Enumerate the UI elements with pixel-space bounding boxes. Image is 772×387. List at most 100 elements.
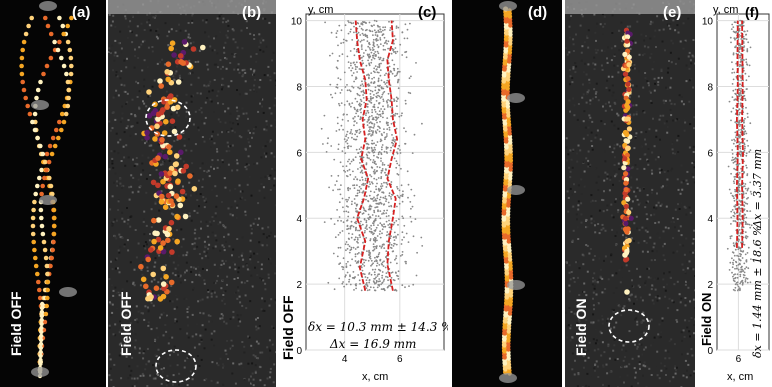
- f-xlabel: x, cm: [727, 371, 754, 383]
- scatter-point: [351, 136, 353, 139]
- scatter-point: [356, 66, 359, 68]
- scatter-point: [738, 113, 741, 116]
- scatter-point: [387, 279, 389, 282]
- scatter-point: [734, 98, 737, 101]
- scatter-point: [360, 27, 363, 30]
- bubble: [628, 215, 634, 221]
- scatter-point: [347, 61, 350, 63]
- scatter-point: [363, 52, 365, 54]
- scatter-point: [743, 94, 746, 97]
- scatter-point: [345, 210, 348, 213]
- scatter-point: [371, 47, 374, 49]
- scatter-point: [742, 250, 744, 253]
- bubble: [50, 135, 56, 141]
- scatter-point: [734, 286, 737, 289]
- scatter-point: [387, 164, 390, 167]
- bubble: [178, 149, 184, 156]
- scatter-point: [330, 145, 333, 147]
- scatter-point: [360, 187, 362, 190]
- bubble: [31, 207, 36, 213]
- scatter-point: [353, 54, 356, 57]
- scatter-point: [377, 79, 380, 81]
- scatter-point: [380, 176, 383, 178]
- scatter-point: [360, 44, 363, 46]
- scatter-point: [374, 51, 377, 53]
- scatter-point: [373, 162, 376, 165]
- scatter-point: [367, 54, 369, 57]
- scatter-point: [346, 200, 348, 203]
- scatter-point: [372, 286, 375, 289]
- scatter-point: [376, 117, 378, 120]
- scatter-point: [403, 236, 405, 239]
- scatter-point: [347, 147, 349, 150]
- scatter-point: [343, 104, 346, 106]
- scatter-point: [365, 237, 368, 239]
- scatter-point: [380, 177, 382, 180]
- scatter-point: [376, 275, 379, 277]
- scatter-point: [374, 289, 377, 292]
- scatter-point: [742, 274, 745, 276]
- bubble: [173, 161, 179, 167]
- scatter-point: [405, 130, 407, 133]
- scatter-point: [390, 115, 392, 118]
- scatter-point: [746, 281, 749, 284]
- scatter-point: [401, 253, 404, 256]
- bubble: [34, 95, 39, 101]
- scatter-point: [370, 61, 373, 64]
- scatter-point: [733, 167, 735, 170]
- scatter-point: [384, 136, 386, 139]
- bubble: [183, 163, 189, 170]
- bubble: [38, 361, 43, 367]
- scatter-point: [378, 166, 381, 169]
- bubble: [20, 79, 26, 85]
- scatter-point: [420, 236, 423, 239]
- scatter-point: [359, 236, 361, 239]
- scatter-point: [383, 131, 385, 134]
- scatter-point: [328, 186, 330, 189]
- scatter-point: [374, 111, 377, 113]
- scatter-point: [371, 77, 373, 80]
- scatter-point: [377, 94, 379, 97]
- bubble: [65, 39, 71, 45]
- scatter-point: [372, 49, 374, 51]
- scatter-point: [343, 138, 346, 141]
- scatter-point: [392, 139, 395, 142]
- scatter-point: [361, 59, 364, 62]
- scatter-point: [355, 203, 358, 206]
- bubble: [621, 200, 627, 206]
- scatter-point: [380, 62, 382, 65]
- scatter-point: [330, 31, 333, 34]
- scatter-point: [320, 127, 323, 130]
- scatter-point: [369, 128, 371, 131]
- scatter-point: [354, 138, 357, 141]
- scatter-point: [368, 84, 371, 87]
- bubble: [158, 171, 165, 177]
- scatter-point: [383, 36, 386, 39]
- right-boundary-c: [386, 20, 399, 291]
- scatter-point: [344, 152, 347, 155]
- scatter-point: [384, 168, 387, 171]
- scatter-point: [341, 53, 344, 56]
- scatter-point: [369, 215, 371, 218]
- scatter-point: [735, 136, 737, 139]
- scatter-point: [746, 173, 749, 175]
- scatter-point: [732, 214, 735, 217]
- bubble: [35, 135, 40, 141]
- scatter-point: [366, 284, 369, 286]
- scatter-point: [357, 242, 359, 244]
- scatter-point: [376, 34, 379, 37]
- scatter-point: [738, 206, 741, 209]
- scatter-point: [339, 193, 342, 196]
- scatter-point: [365, 282, 368, 284]
- scatter-point: [390, 205, 393, 208]
- scatter-point: [365, 210, 367, 213]
- scatter-point: [735, 198, 738, 201]
- scatter-point: [372, 222, 375, 225]
- scatter-point: [375, 144, 377, 147]
- scatter-point: [357, 152, 359, 155]
- scatter-point: [329, 54, 331, 57]
- scatter-point: [743, 217, 745, 220]
- scatter-point: [378, 113, 380, 116]
- bubble: [57, 39, 62, 45]
- scatter-point: [344, 86, 347, 88]
